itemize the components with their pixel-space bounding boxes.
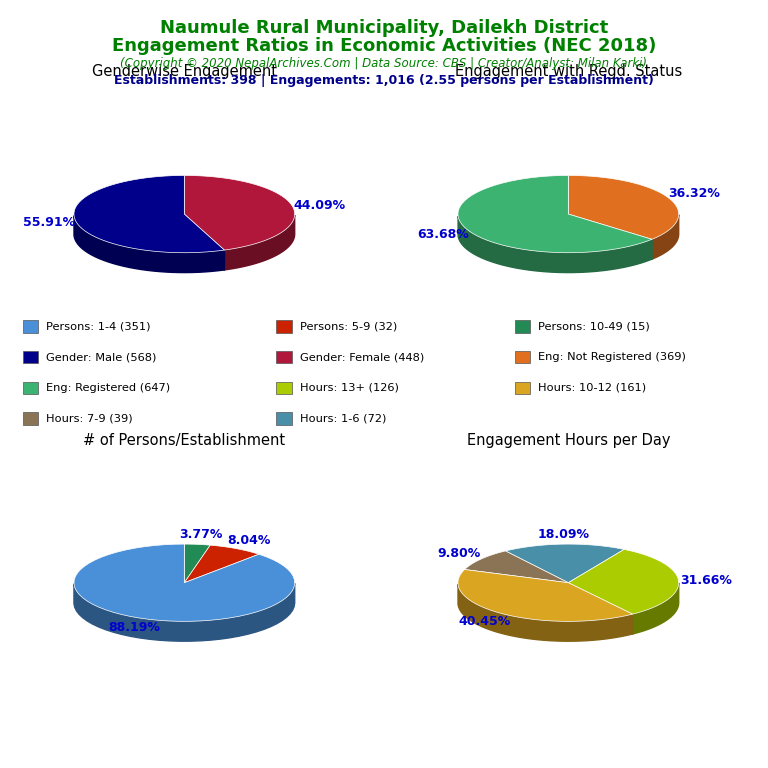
Text: 88.19%: 88.19% — [108, 621, 161, 634]
Text: 18.09%: 18.09% — [537, 528, 589, 541]
Text: Eng: Registered (647): Eng: Registered (647) — [46, 382, 170, 393]
Text: Persons: 5-9 (32): Persons: 5-9 (32) — [300, 321, 397, 332]
Polygon shape — [568, 214, 652, 259]
Polygon shape — [74, 584, 295, 641]
Polygon shape — [458, 584, 633, 641]
Polygon shape — [568, 583, 633, 634]
Polygon shape — [458, 217, 652, 273]
Title: # of Persons/Establishment: # of Persons/Establishment — [83, 432, 286, 448]
Polygon shape — [652, 215, 679, 259]
Text: Hours: 1-6 (72): Hours: 1-6 (72) — [300, 413, 386, 424]
Title: Engagement Hours per Day: Engagement Hours per Day — [467, 432, 670, 448]
Polygon shape — [184, 175, 295, 250]
Text: 31.66%: 31.66% — [680, 574, 732, 587]
Text: 3.77%: 3.77% — [179, 528, 222, 541]
Polygon shape — [184, 545, 259, 583]
Text: Naumule Rural Municipality, Dailekh District: Naumule Rural Municipality, Dailekh Dist… — [160, 19, 608, 37]
Polygon shape — [568, 175, 679, 240]
Text: 55.91%: 55.91% — [22, 217, 74, 230]
Text: 8.04%: 8.04% — [227, 534, 271, 547]
Polygon shape — [458, 175, 652, 253]
Polygon shape — [184, 214, 224, 270]
Polygon shape — [74, 216, 224, 273]
Polygon shape — [568, 549, 679, 614]
Polygon shape — [633, 583, 679, 634]
Polygon shape — [184, 214, 224, 270]
Title: Genderwise Engagement: Genderwise Engagement — [92, 64, 276, 79]
Title: Engagement with Regd. Status: Engagement with Regd. Status — [455, 64, 682, 79]
Polygon shape — [224, 215, 295, 270]
Text: Engagement Ratios in Economic Activities (NEC 2018): Engagement Ratios in Economic Activities… — [112, 37, 656, 55]
Text: Hours: 10-12 (161): Hours: 10-12 (161) — [538, 382, 646, 393]
Polygon shape — [184, 544, 210, 583]
Text: 9.80%: 9.80% — [438, 547, 481, 560]
Text: (Copyright © 2020 NepalArchives.Com | Data Source: CBS | Creator/Analyst: Milan : (Copyright © 2020 NepalArchives.Com | Da… — [121, 57, 647, 70]
Text: Gender: Female (448): Gender: Female (448) — [300, 352, 424, 362]
Polygon shape — [568, 583, 633, 634]
Text: Eng: Not Registered (369): Eng: Not Registered (369) — [538, 352, 686, 362]
Text: 36.32%: 36.32% — [668, 187, 720, 200]
Polygon shape — [465, 551, 568, 583]
Text: Persons: 1-4 (351): Persons: 1-4 (351) — [46, 321, 151, 332]
Text: Establishments: 398 | Engagements: 1,016 (2.55 persons per Establishment): Establishments: 398 | Engagements: 1,016… — [114, 74, 654, 87]
Text: 40.45%: 40.45% — [458, 614, 511, 627]
Polygon shape — [458, 570, 633, 621]
Polygon shape — [505, 544, 624, 583]
Text: 63.68%: 63.68% — [417, 227, 468, 240]
Text: Persons: 10-49 (15): Persons: 10-49 (15) — [538, 321, 650, 332]
Polygon shape — [568, 214, 652, 259]
Text: Hours: 13+ (126): Hours: 13+ (126) — [300, 382, 399, 393]
Text: 44.09%: 44.09% — [294, 199, 346, 212]
Polygon shape — [74, 544, 295, 621]
Text: Gender: Male (568): Gender: Male (568) — [46, 352, 157, 362]
Polygon shape — [74, 175, 224, 253]
Text: Hours: 7-9 (39): Hours: 7-9 (39) — [46, 413, 133, 424]
